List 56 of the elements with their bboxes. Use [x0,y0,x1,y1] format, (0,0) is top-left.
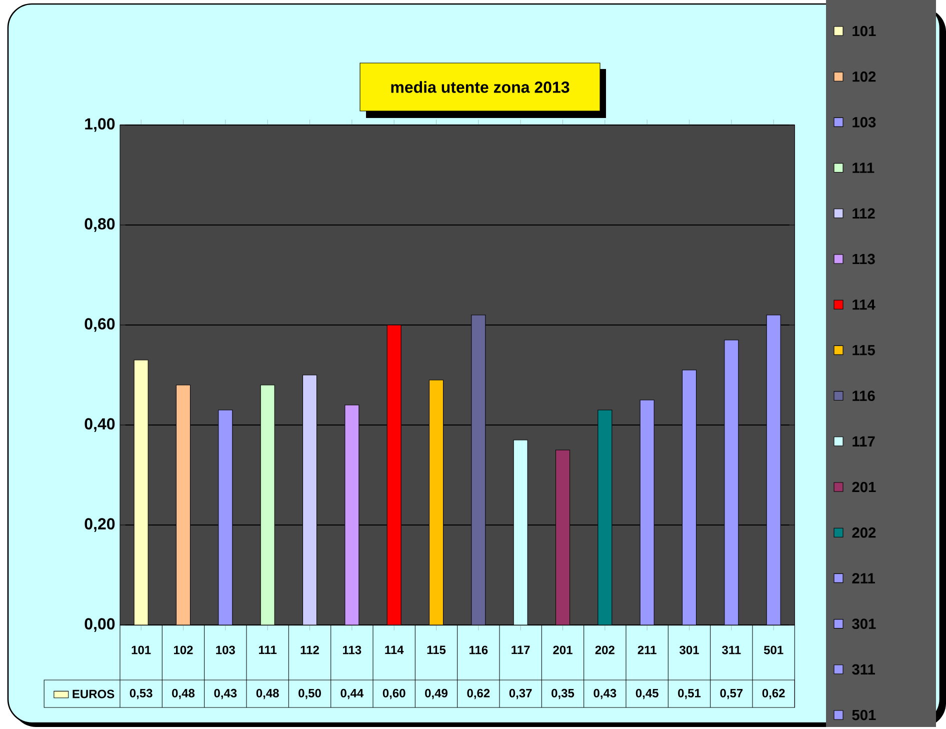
x-tick-label: 101 [132,646,151,654]
data-label: 0,43 [214,688,237,700]
x-tick-label: 311 [722,646,741,654]
y-tick-label: 1,00 [85,118,115,132]
category-label: 501 [852,710,876,720]
data-label: 0,43 [594,688,616,700]
y-tick-label: 0,40 [84,418,115,432]
data-label: 0,37 [509,688,532,700]
category-label: 111 [852,162,874,173]
x-tick-label: 211 [638,646,656,654]
x-tick-label: 201 [553,646,572,654]
x-tick-label: 116 [469,646,488,654]
data-label: 0,57 [720,688,743,700]
x-tick-label: 202 [595,646,614,654]
data-label: 0,62 [762,688,785,700]
x-tick-label: 102 [174,646,193,654]
legend-label: EUROS [72,690,114,698]
category-label: 311 [852,664,875,675]
y-tick-label: 0,20 [84,518,115,532]
category-label: 202 [852,527,876,538]
data-label: 0,51 [678,688,701,700]
chart-title: media utente zona 2013 [391,81,570,93]
data-label: 0,48 [256,688,279,700]
data-label: 0,35 [552,688,574,700]
x-tick-label: 103 [216,646,235,654]
category-label: 113 [852,254,875,264]
data-label: 0,44 [340,688,364,700]
data-label: 0,53 [130,688,152,700]
category-label: 103 [852,117,876,128]
x-tick-label: 112 [300,646,319,654]
category-label: 112 [852,208,875,219]
category-label: 114 [852,300,876,310]
x-tick-label: 301 [680,646,699,654]
y-tick-label: 0,80 [84,218,115,232]
category-label: 116 [852,390,875,401]
data-label: 0,49 [425,688,448,700]
category-label: 101 [852,26,876,36]
x-tick-label: 111 [258,646,277,654]
x-tick-label: 114 [385,646,404,654]
category-label: 115 [852,345,875,356]
y-tick-label: 0,00 [84,618,115,632]
data-label: 0,60 [382,688,406,700]
category-label: 301 [852,618,876,630]
category-label: 117 [852,436,875,446]
x-tick-label: 113 [342,646,362,654]
x-tick-label: 117 [512,646,530,654]
data-label: 0,50 [298,688,321,700]
category-label: 201 [852,482,876,492]
data-label: 0,45 [636,688,658,700]
y-tick-label: 0,60 [84,318,115,332]
data-label: 0,62 [467,688,490,700]
x-tick-label: 115 [427,646,446,654]
data-label: 0,48 [172,688,195,700]
category-label: 211 [852,573,875,584]
category-label: 102 [852,71,876,82]
x-tick-label: 501 [764,646,784,654]
